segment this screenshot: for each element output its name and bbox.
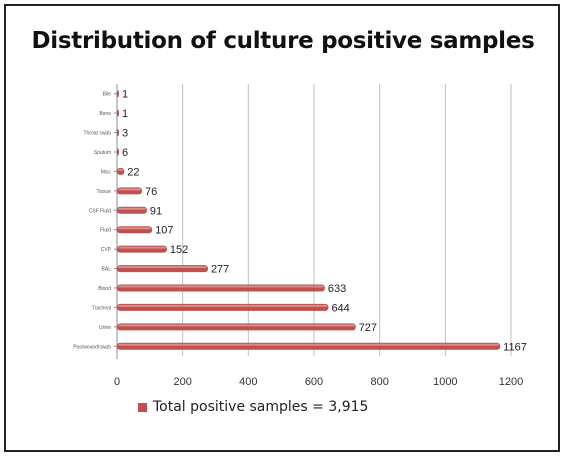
category-label: Bile bbox=[103, 92, 112, 98]
data-label: 22 bbox=[127, 166, 139, 178]
category-label: Throat swab bbox=[83, 131, 111, 137]
legend-label: Total positive samples = 3,915 bbox=[153, 399, 369, 415]
bar-highlight bbox=[118, 246, 166, 249]
x-tick-label: 800 bbox=[370, 376, 388, 388]
bar-highlight bbox=[118, 343, 500, 346]
bar-highlight bbox=[118, 188, 141, 191]
legend: Total positive samples = 3,915 bbox=[138, 399, 368, 415]
bar bbox=[117, 167, 125, 175]
data-label: 152 bbox=[170, 244, 188, 256]
bar-highlight bbox=[118, 168, 124, 171]
bar-highlight bbox=[118, 207, 146, 210]
bar-highlight bbox=[118, 285, 324, 288]
data-label: 76 bbox=[145, 186, 157, 198]
bar bbox=[117, 265, 208, 273]
chart-frame bbox=[4, 4, 560, 452]
bar bbox=[117, 323, 356, 331]
category-label: Tissue bbox=[96, 189, 111, 195]
category-label: Tracheal bbox=[92, 305, 111, 311]
data-label: 727 bbox=[359, 322, 377, 334]
chart-title: Distribution of culture positive samples bbox=[31, 28, 535, 54]
data-label: 1 bbox=[122, 108, 128, 120]
bar bbox=[117, 206, 147, 214]
data-label: 6 bbox=[122, 147, 128, 159]
legend-swatch bbox=[138, 402, 147, 412]
category-label: Misc bbox=[101, 169, 112, 175]
category-label: CSF Fluid bbox=[89, 208, 111, 214]
x-tick-label: 400 bbox=[239, 376, 257, 388]
x-tick-label: 0 bbox=[114, 376, 120, 388]
bar-highlight bbox=[118, 266, 207, 269]
bar bbox=[117, 284, 325, 292]
bar bbox=[117, 129, 119, 137]
data-label: 91 bbox=[150, 205, 162, 217]
category-label: CVP bbox=[101, 247, 112, 253]
data-label: 277 bbox=[211, 264, 229, 276]
bar bbox=[117, 90, 119, 98]
x-tick-label: 600 bbox=[305, 376, 323, 388]
bar bbox=[117, 303, 329, 311]
category-label: Fluid bbox=[100, 228, 111, 234]
bar bbox=[117, 226, 153, 234]
data-label: 3 bbox=[122, 128, 128, 140]
bar bbox=[117, 109, 119, 117]
bar-highlight bbox=[118, 324, 355, 327]
bar bbox=[117, 148, 119, 156]
data-label: 107 bbox=[155, 225, 173, 237]
x-tick-label: 200 bbox=[173, 376, 191, 388]
data-label: 644 bbox=[331, 302, 349, 314]
category-label: Pus/wound/swab bbox=[73, 344, 111, 350]
x-tick-label: 1000 bbox=[433, 376, 457, 388]
category-label: Bone bbox=[99, 111, 111, 117]
bar bbox=[117, 187, 142, 195]
data-label: 1 bbox=[122, 89, 128, 101]
bar-highlight bbox=[118, 227, 152, 230]
x-tick-label: 1200 bbox=[499, 376, 523, 388]
category-label: Urine bbox=[99, 325, 111, 331]
bar bbox=[117, 245, 167, 253]
category-label: BAL bbox=[102, 267, 112, 273]
category-label: Sputum bbox=[94, 150, 111, 156]
data-label: 633 bbox=[328, 283, 346, 295]
bar bbox=[117, 342, 501, 350]
data-label: 1167 bbox=[503, 341, 527, 353]
bar-highlight bbox=[118, 304, 328, 307]
category-label: Blood bbox=[98, 286, 111, 292]
